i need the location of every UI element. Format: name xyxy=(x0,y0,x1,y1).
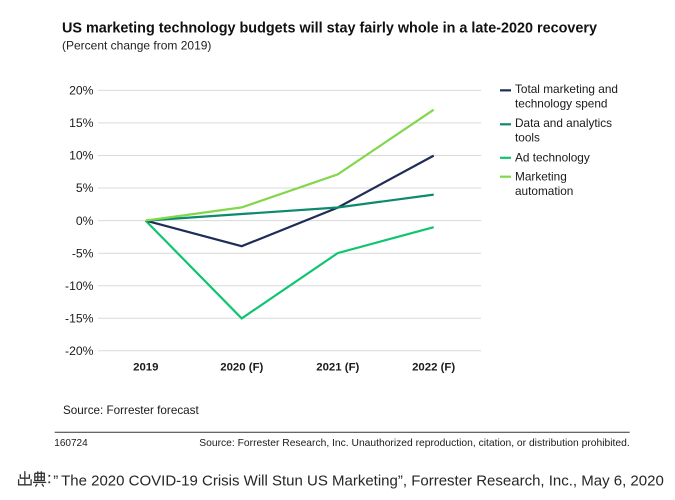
svg-text:2020 (F): 2020 (F) xyxy=(220,361,263,373)
svg-text:Ad technology: Ad technology xyxy=(515,150,590,164)
svg-text:”The 2020 COVID-19 Crisis Will: ” The 2020 COVID-19 Crisis Will Stun US M… xyxy=(53,472,664,489)
svg-text:US marketing technology budget: US marketing technology budgets will sta… xyxy=(62,21,597,37)
svg-text:20%: 20% xyxy=(69,84,94,98)
svg-text:technology spend: technology spend xyxy=(515,97,607,111)
svg-text:5%: 5% xyxy=(76,181,94,195)
svg-text:0%: 0% xyxy=(76,214,94,228)
svg-text:-15%: -15% xyxy=(65,312,94,326)
svg-text:automation: automation xyxy=(515,184,573,198)
svg-text:tools: tools xyxy=(515,131,540,145)
svg-text:-5%: -5% xyxy=(72,246,94,260)
svg-text:160724: 160724 xyxy=(54,438,88,449)
svg-text:Marketing: Marketing xyxy=(515,169,567,183)
svg-text:-20%: -20% xyxy=(65,344,94,358)
svg-text:-10%: -10% xyxy=(65,279,94,293)
svg-text:15%: 15% xyxy=(69,116,94,130)
svg-text:Source: Forrester Research, In: Source: Forrester Research, Inc. Unautho… xyxy=(199,438,629,449)
svg-text:2022 (F): 2022 (F) xyxy=(412,361,455,373)
svg-text:Total marketing and: Total marketing and xyxy=(515,82,618,96)
svg-text:2021 (F): 2021 (F) xyxy=(316,361,359,373)
svg-text:2019: 2019 xyxy=(133,361,158,373)
svg-text:10%: 10% xyxy=(69,149,94,163)
svg-text:Data and analytics: Data and analytics xyxy=(515,116,612,130)
svg-text:(Percent change from 2019): (Percent change from 2019) xyxy=(62,39,211,53)
svg-text:Source: Forrester forecast: Source: Forrester forecast xyxy=(63,404,200,417)
